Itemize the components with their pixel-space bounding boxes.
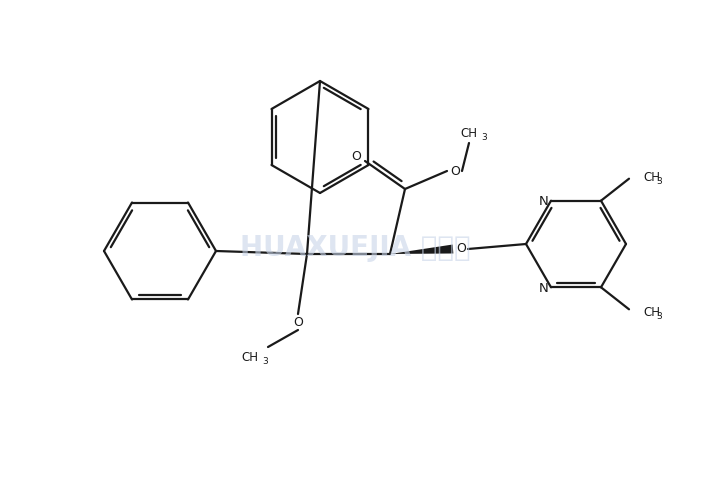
Text: CH: CH xyxy=(242,351,259,364)
Text: O: O xyxy=(456,242,466,255)
Text: O: O xyxy=(450,165,460,178)
Polygon shape xyxy=(390,245,454,254)
Text: O: O xyxy=(351,150,361,163)
Text: 3: 3 xyxy=(262,357,268,366)
Text: 3: 3 xyxy=(656,311,662,320)
Text: HUAXUEJIA 化学加: HUAXUEJIA 化学加 xyxy=(240,234,470,262)
Text: 3: 3 xyxy=(481,133,487,142)
Text: N: N xyxy=(539,281,549,294)
Text: O: O xyxy=(293,316,303,329)
Text: N: N xyxy=(539,195,549,208)
Text: 3: 3 xyxy=(656,177,662,186)
Text: CH: CH xyxy=(461,127,478,140)
Text: CH: CH xyxy=(643,305,660,318)
Text: CH: CH xyxy=(643,171,660,184)
